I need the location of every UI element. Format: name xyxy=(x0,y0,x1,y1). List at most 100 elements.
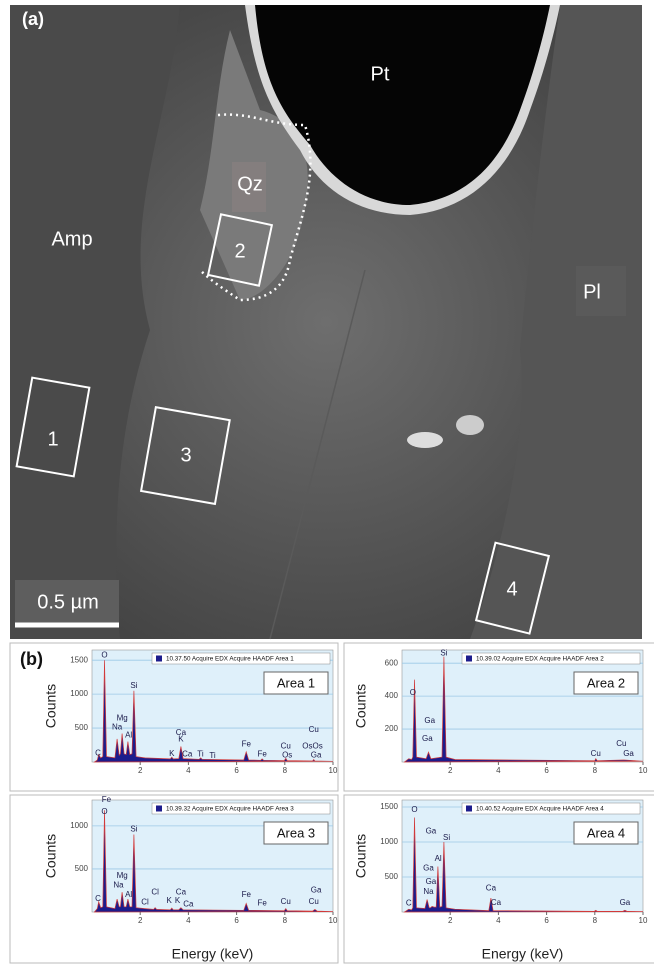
peak-label: K xyxy=(175,896,181,905)
peak-label: Mg xyxy=(117,871,128,880)
y-tick-label: 500 xyxy=(75,723,89,732)
peak-label: Fe xyxy=(257,750,267,759)
peak-label: Os xyxy=(282,750,292,759)
peak-label: K xyxy=(178,735,184,744)
y-tick-label: 200 xyxy=(385,724,399,733)
peak-label: C xyxy=(95,894,101,903)
region-label: Qz xyxy=(237,173,263,195)
inclusion xyxy=(407,432,443,448)
peak-label: C xyxy=(406,899,412,908)
peak-label: O xyxy=(410,688,416,697)
chart-title: Area 1 xyxy=(277,675,315,690)
area-box xyxy=(15,376,91,478)
peak-label: Fe xyxy=(242,739,252,748)
x-tick-label: 4 xyxy=(186,766,191,775)
peak-label: Cu xyxy=(281,897,291,906)
peak-label: Ga xyxy=(426,877,437,886)
chart-title: Area 2 xyxy=(587,675,625,690)
spectrum xyxy=(403,656,644,763)
x-tick-label: 6 xyxy=(234,766,239,775)
peak-label: Cl xyxy=(151,887,159,896)
x-tick-label: 10 xyxy=(329,916,338,925)
y-axis-label: Counts xyxy=(353,684,369,728)
title-box xyxy=(573,821,639,845)
y-tick-label: 1500 xyxy=(380,802,398,811)
x-tick-label: 8 xyxy=(593,916,598,925)
x-tick-label: 6 xyxy=(544,766,549,775)
chart-title: Area 4 xyxy=(587,825,625,840)
x-tick-label: 2 xyxy=(448,916,453,925)
peak-label: O xyxy=(411,805,417,814)
legend-label: 10.40.52 Acquire EDX Acquire HAADF Area … xyxy=(476,806,604,813)
legend-swatch xyxy=(156,655,162,662)
peak-label: Al xyxy=(125,731,132,740)
legend-label: 10.39.32 Acquire EDX Acquire HAADF Area … xyxy=(166,806,294,813)
panel-label: (a) xyxy=(22,9,44,29)
y-axis-label: Counts xyxy=(43,684,59,728)
y-tick-label: 1500 xyxy=(70,655,88,664)
peak-label: OsOs xyxy=(302,741,322,750)
peak-label: Na xyxy=(423,887,434,896)
region-label: Pt xyxy=(371,63,390,85)
peak-label: Ga xyxy=(623,749,634,758)
peak-label: Ca xyxy=(176,728,187,737)
y-tick-label: 600 xyxy=(385,658,399,667)
spectrum xyxy=(93,810,334,913)
x-tick-label: 10 xyxy=(639,766,648,775)
scale-bg xyxy=(15,580,119,624)
peak-label: Cu xyxy=(591,749,601,758)
y-axis-label: Counts xyxy=(43,834,59,878)
peak-label: Ga xyxy=(426,827,437,836)
peak-label: Ga xyxy=(311,750,322,759)
peak-label: Si xyxy=(130,681,137,690)
peak-label: Si xyxy=(443,833,450,842)
peak-label: K xyxy=(169,749,175,758)
peak-label: Si xyxy=(130,824,137,833)
boundary xyxy=(269,269,366,640)
legend-swatch xyxy=(156,805,162,812)
x-tick-label: 8 xyxy=(593,766,598,775)
plot-area xyxy=(401,649,644,763)
peak-label: O xyxy=(101,651,107,660)
area-number: 4 xyxy=(506,578,517,600)
area-number: 2 xyxy=(234,240,245,262)
panel-label: (b) xyxy=(20,649,43,669)
peak-label: Si xyxy=(440,648,447,657)
area-number: 3 xyxy=(180,444,191,466)
x-axis-label: Energy (keV) xyxy=(172,946,254,962)
peak-label: Cu xyxy=(309,725,319,734)
x-tick-label: 8 xyxy=(283,916,288,925)
amp-grain xyxy=(10,5,180,639)
x-tick-label: 4 xyxy=(496,766,501,775)
x-tick-label: 4 xyxy=(496,916,501,925)
frame xyxy=(9,794,339,964)
legend-box xyxy=(151,802,331,815)
legend-swatch xyxy=(466,655,472,662)
label-bg xyxy=(232,162,266,212)
x-tick-label: 10 xyxy=(639,916,648,925)
peak-label: Ca xyxy=(486,883,497,892)
chart-title: Area 3 xyxy=(277,825,315,840)
spectrum xyxy=(403,817,644,913)
peak-label: Ca xyxy=(176,887,187,896)
frame xyxy=(343,642,654,792)
legend-label: 10.37.50 Acquire EDX Acquire HAADF Area … xyxy=(166,656,294,663)
peak-label: Ti xyxy=(197,750,204,759)
peak-label: Al xyxy=(435,854,442,863)
peak-label: Ca xyxy=(183,899,194,908)
legend-swatch xyxy=(466,805,472,812)
area-box xyxy=(474,541,551,635)
x-tick-label: 6 xyxy=(544,916,549,925)
peak-label: Na xyxy=(112,722,123,731)
area-box xyxy=(139,406,231,506)
legend-box xyxy=(151,652,331,665)
peak-label: Cl xyxy=(141,898,149,907)
peak-label: O xyxy=(101,807,107,816)
peak-label: Ga xyxy=(311,886,322,895)
x-tick-label: 6 xyxy=(234,916,239,925)
region-label: Pl xyxy=(583,281,601,303)
scale-bar-label: 0.5 µm xyxy=(37,591,99,613)
peak-label: Na xyxy=(113,880,124,889)
pt-layer xyxy=(255,5,550,205)
peak-label: C xyxy=(95,748,101,757)
